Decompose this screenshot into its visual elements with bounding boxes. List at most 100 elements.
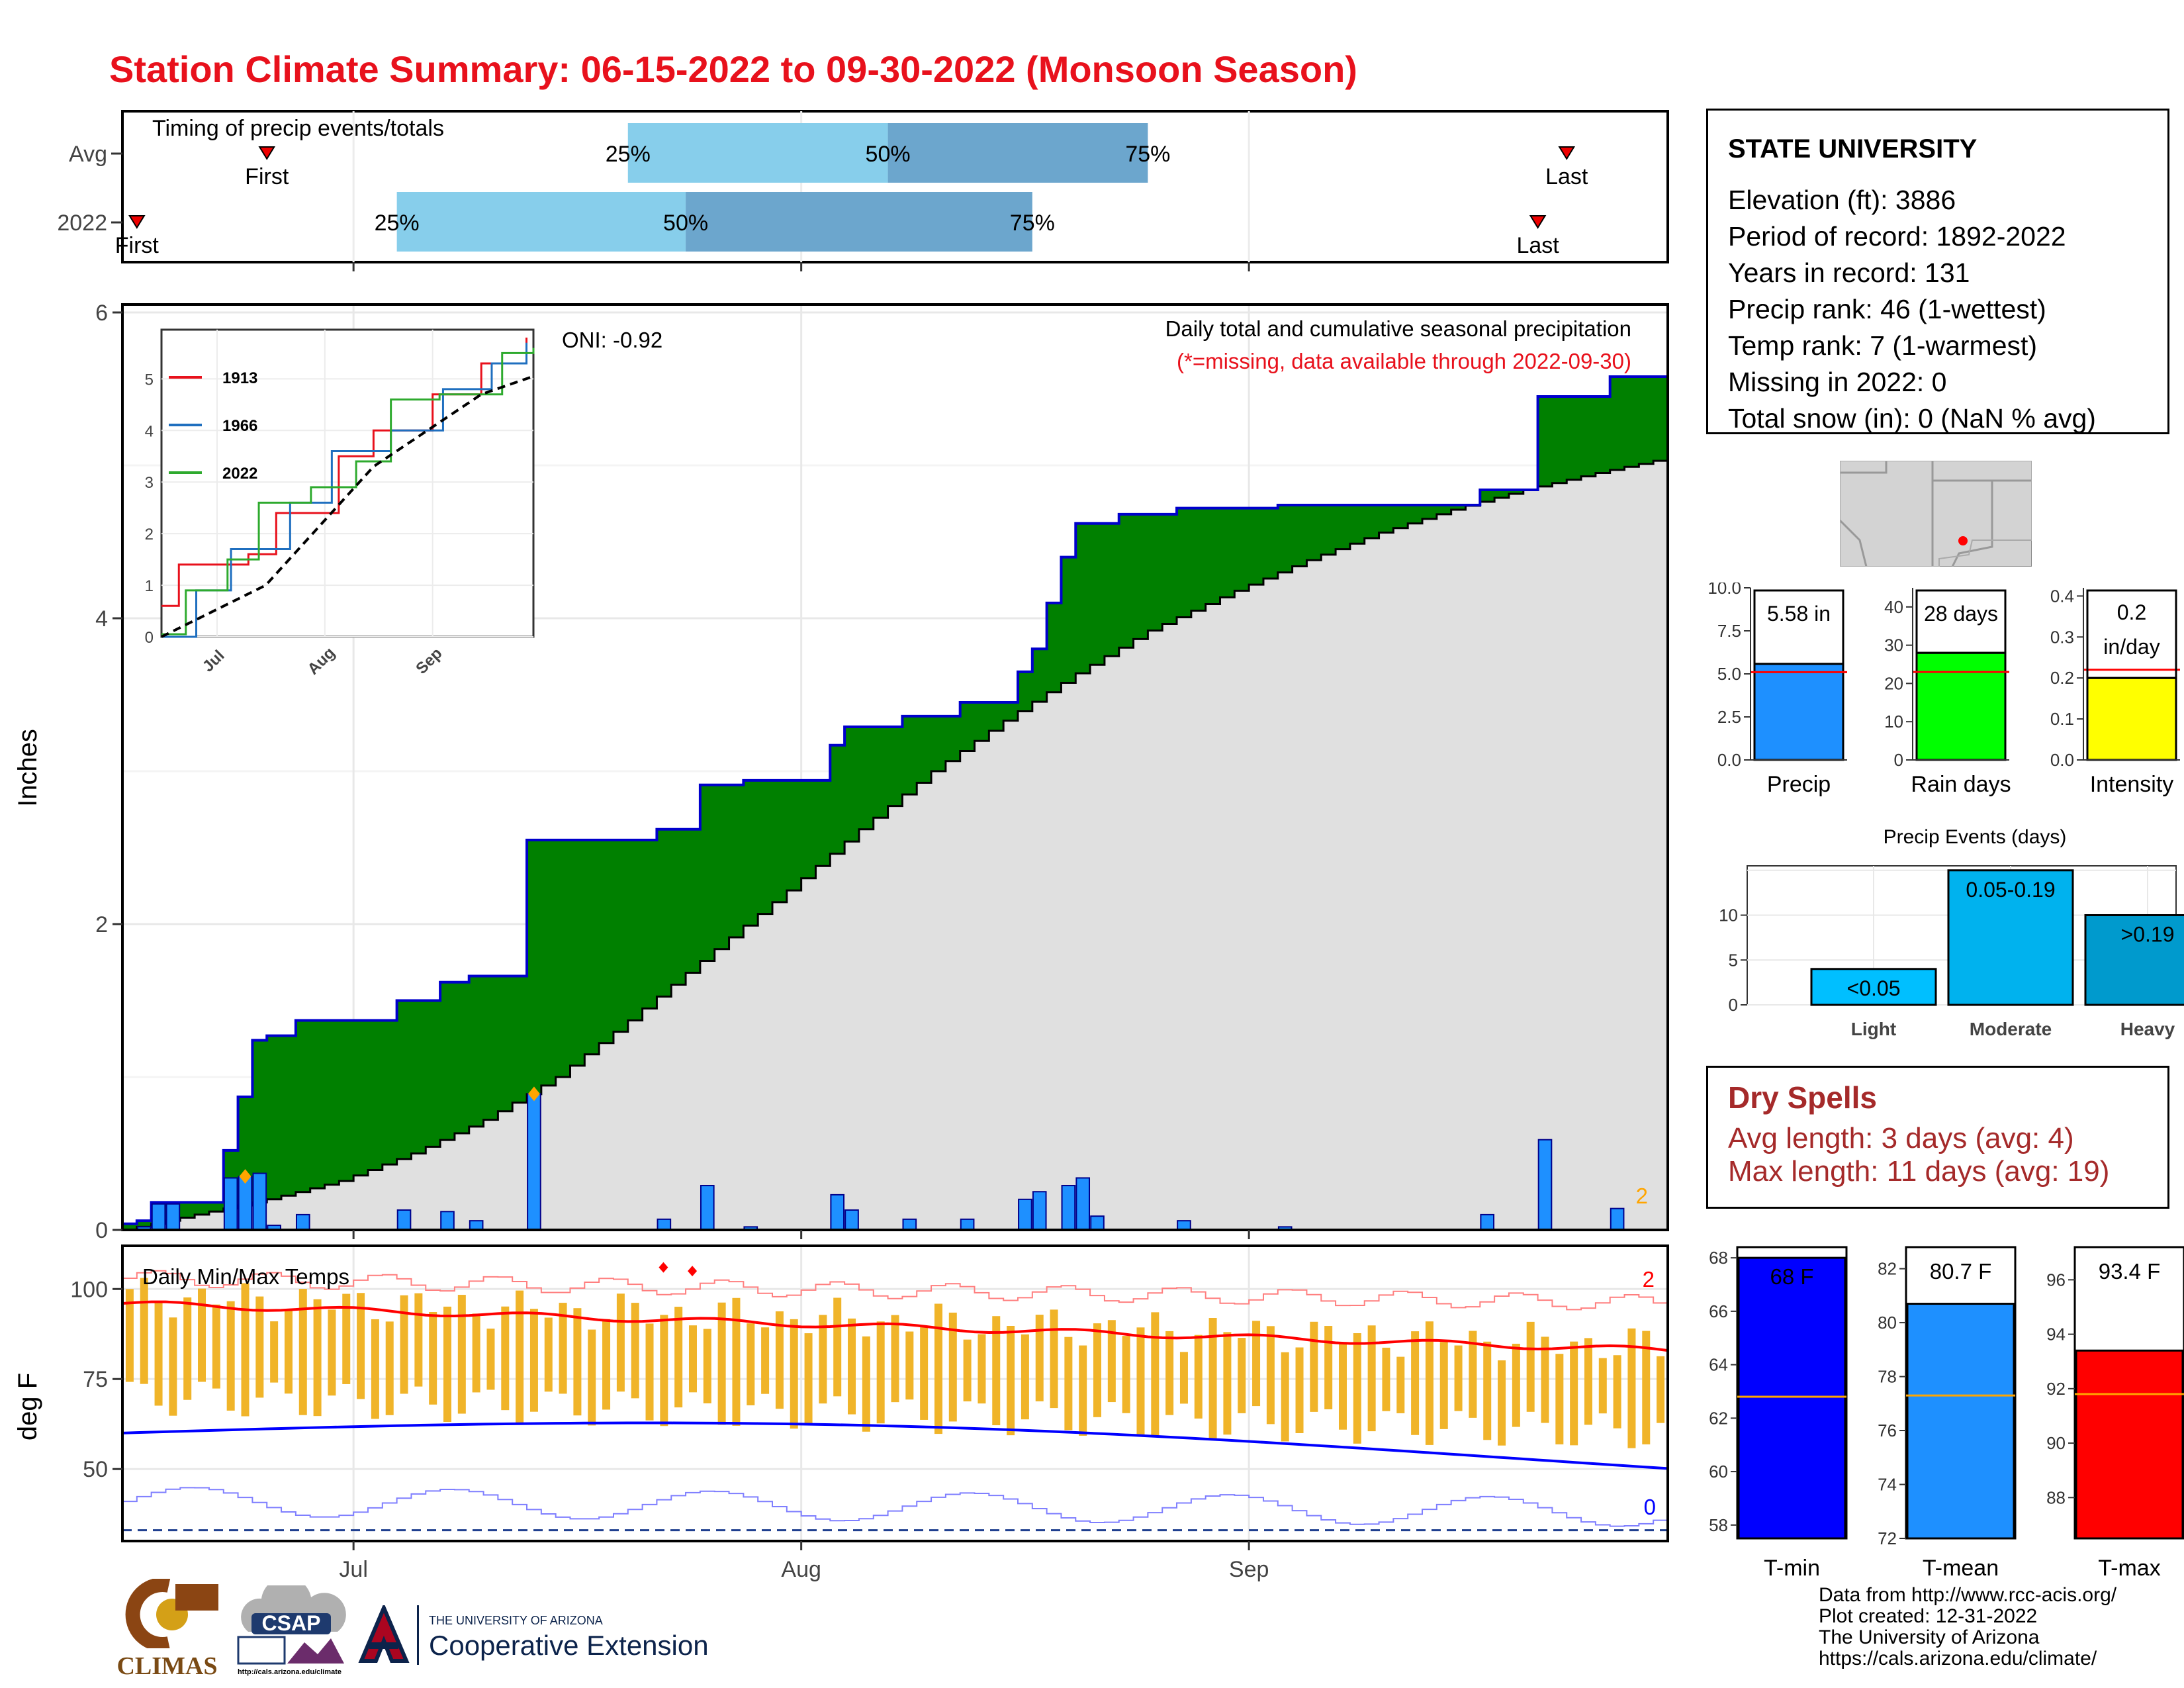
main-ytick-label: 6 [95,301,108,326]
daily-temp-bar [1512,1343,1520,1427]
locator-map [1840,461,2032,567]
daily-temp-bar [400,1295,408,1394]
daily-precip-bar [295,1213,310,1231]
daily-temp-bar [1483,1341,1492,1440]
summary-ytick-label: 0.0 [2050,750,2074,770]
daily-precip-bar [238,1176,253,1231]
daily-precip-bar [902,1218,917,1231]
summary-value-text: 0.2 [2117,600,2146,624]
inset-legend-label: 2022 [222,465,257,483]
average-cumulative-line [122,459,1668,1231]
temp-summary-value: 80.7 F [1930,1259,1992,1284]
daily-precip-bar [960,1218,975,1231]
xtick-label: Jul [339,1557,367,1582]
summary-ytick-label: 20 [1884,673,1903,693]
station-missing: Missing in 2022: 0 [1728,367,1947,397]
record-low-line [122,1487,1668,1527]
temp-summary-ytick-label: 74 [1878,1475,1897,1495]
daily-temp-bar [819,1315,827,1404]
timing-first-marker [258,146,276,160]
daily-temp-bar [660,1315,668,1427]
cumulative-2022-line [122,375,1668,1225]
dry-spells-box: Dry Spells Avg length: 3 days (avg: 4) M… [1706,1066,2169,1209]
daily-temp-bar [1122,1336,1130,1413]
daily-temp-bar [1310,1321,1318,1412]
daily-temp-bar [198,1288,206,1382]
daily-temp-bar [775,1311,784,1409]
temp-summary-bar-2 [2075,1349,2184,1540]
daily-temp-bar [934,1303,942,1434]
summary-ytick-label: 0.1 [2050,709,2074,729]
events-bar-label: >0.19 [2121,923,2175,947]
daily-precip-bar [1090,1215,1105,1231]
daily-temp-bar [414,1293,423,1387]
csap-logo: CSAP http://cals.arizona.edu/climate [232,1577,347,1681]
summary-bar-1 [1915,651,2007,761]
daily-temp-bar [1035,1315,1044,1401]
station-temp-rank: Temp rank: 7 (1-warmest) [1728,330,2038,361]
daily-temp-bar [501,1306,510,1411]
ua-bottom-text: Cooperative Extension [429,1630,709,1661]
events-category-label: Heavy [2120,1019,2175,1039]
precip-events-chart: Precip Events (days) <0.05 Light 0.05-0.19 M… [1719,826,2184,1039]
daily-temp-bar [559,1303,567,1394]
temp-summary-ytick-label: 94 [2046,1325,2066,1344]
summary-value-unit: in/day [2103,635,2160,659]
temp-ylabel: deg F [13,1373,42,1440]
temp-ytick-label: 75 [83,1367,108,1392]
events-ytick-label: 10 [1719,906,1738,925]
summary-ytick-label: 2.5 [1717,707,1741,727]
temp-summary-value: 93.4 F [2099,1259,2161,1284]
events-category-label: Moderate [1970,1019,2052,1039]
daily-temp-bar [313,1299,322,1417]
daily-temp-bar [241,1283,250,1417]
daily-temp-bar [1439,1342,1448,1429]
events-bar-label: <0.05 [1847,976,1901,1000]
temp-chart: 50 75 100 Jul Aug Sep Daily Min/Max Temps deg F… [13,1244,1669,1582]
summary-value-box [1915,589,2007,654]
dry-spells-title: Dry Spells [1728,1080,1877,1115]
footer-data-source: Data from http://www.rcc-acis.org/ [1819,1584,2117,1606]
summary-ytick-label: 10 [1884,712,1903,731]
daily-temp-bar [963,1339,972,1402]
daily-temp-bar [1598,1358,1607,1414]
inset-ytick-label: 5 [145,371,154,389]
daily-temp-bar [183,1297,192,1400]
temp-summary-ytick-label: 88 [2046,1487,2066,1507]
daily-temp-bar [573,1308,582,1416]
daily-temp-bar [472,1313,480,1393]
temp-summary-ytick-label: 62 [1709,1408,1728,1428]
daily-temp-bar [169,1317,177,1416]
inset-ytick-label: 3 [145,474,154,492]
climas-logo: CLIMAS [109,1577,225,1680]
csap-url: http://cals.arizona.edu/climate [237,1668,342,1676]
events-title: Precip Events (days) [1884,826,2067,848]
average-cumulative-area [122,461,1668,1230]
timing-last-label: Last [1516,233,1559,258]
daily-temp-bar [588,1329,596,1426]
daily-temp-bar [905,1331,914,1400]
daily-temp-bar [920,1327,929,1420]
daily-temp-bar [1281,1352,1289,1442]
station-period: Period of record: 1892-2022 [1728,221,2066,252]
daily-temp-bar [298,1289,307,1415]
temp-summary-bar-0 [1737,1256,1846,1540]
climas-logo-text: CLIMAS [116,1652,218,1680]
timing-quartile-bar-lower [396,192,686,252]
daily-temp-bar [1079,1345,1087,1436]
inset-legend-label: 1966 [222,417,257,435]
daily-temp-bar [1295,1347,1304,1433]
summary-bar-2 [2086,677,2177,761]
daily-temp-bar [862,1336,870,1432]
timing-quartile-bar-upper [887,123,1148,183]
timing-panel: Timing of precip events/totals Avg 25% 50% 7… [57,110,1669,271]
daily-precip-bar [165,1203,181,1231]
footer-url: https://cals.arizona.edu/climate/ [1819,1648,2097,1669]
daily-temp-bar [1469,1331,1477,1418]
daily-temp-bar [1526,1321,1535,1412]
daily-temp-bar [357,1293,365,1399]
inset-ytick-label: 2 [145,526,154,543]
daily-precip-bar [844,1209,859,1231]
daily-temp-bar [1238,1338,1246,1413]
summary-ytick-label: 0.4 [2050,586,2074,606]
